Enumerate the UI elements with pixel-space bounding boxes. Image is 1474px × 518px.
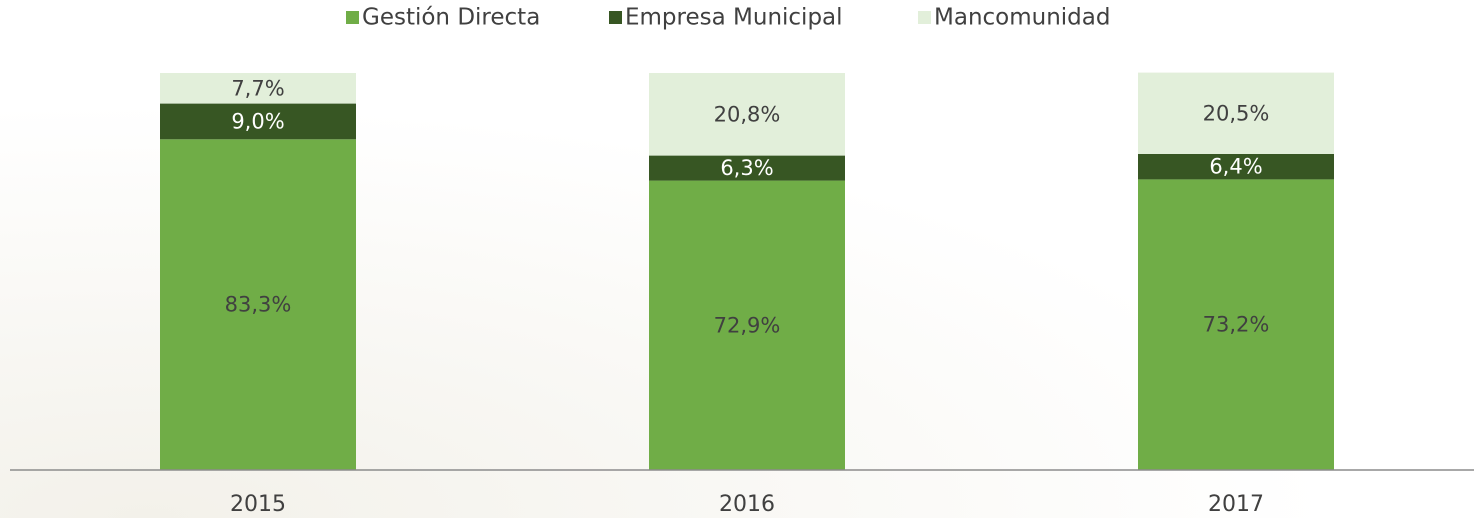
bar-segment (160, 139, 356, 470)
bar-segment (160, 73, 356, 104)
x-tick-label: 2015 (230, 492, 286, 517)
data-label: 83,3% (225, 293, 292, 317)
data-label: 7,7% (231, 76, 284, 100)
data-label: 6,4% (1209, 155, 1262, 179)
legend-swatch (346, 11, 359, 24)
legend-label: Gestión Directa (362, 5, 540, 31)
legend-label: Empresa Municipal (625, 5, 843, 31)
x-tick-label: 2017 (1208, 492, 1264, 517)
bar-segment (649, 155, 845, 181)
data-label: 6,3% (720, 156, 773, 180)
data-label: 20,5% (1203, 101, 1270, 125)
data-label: 73,2% (1203, 313, 1270, 337)
data-label: 20,8% (714, 102, 781, 126)
bar-segment (1138, 153, 1334, 180)
bar-segment (1138, 72, 1334, 154)
bar-segment (649, 180, 845, 470)
bar-segment (649, 73, 845, 156)
bar-segment (160, 103, 356, 140)
legend-swatch (609, 11, 622, 24)
legend-label: Mancomunidad (934, 5, 1110, 31)
data-label: 9,0% (231, 109, 284, 133)
data-label: 72,9% (714, 313, 781, 337)
legend-swatch (918, 11, 931, 24)
x-tick-label: 2016 (719, 492, 775, 517)
bar-segment (1138, 179, 1334, 470)
